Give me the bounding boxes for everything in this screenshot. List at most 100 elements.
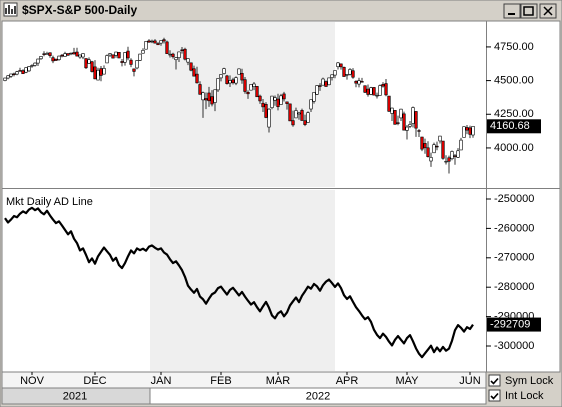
candle-body — [348, 69, 352, 75]
candle-body — [300, 110, 304, 121]
candle-body — [363, 85, 367, 93]
candle-body — [408, 124, 412, 127]
candle-body — [48, 52, 52, 56]
candle-body — [174, 57, 178, 61]
candle-body — [423, 143, 427, 149]
candle-body — [165, 41, 169, 54]
candle-body — [456, 150, 460, 158]
x-tick-label: FEB — [210, 375, 231, 387]
candle-body — [291, 120, 295, 126]
candle-body — [21, 70, 25, 75]
candle-body — [93, 66, 97, 80]
candle-body — [336, 62, 340, 68]
last-value-box — [487, 317, 541, 332]
candle-body — [285, 101, 289, 104]
candle-body — [138, 53, 142, 61]
candle-body — [441, 140, 445, 159]
candle-body — [204, 98, 208, 101]
y-tick-label: 4500.00 — [494, 74, 534, 86]
candle-body — [57, 55, 61, 61]
candle-body — [231, 79, 235, 84]
candle-body — [438, 135, 442, 142]
candle-body — [450, 151, 454, 160]
candle-body — [330, 74, 334, 78]
candle-body — [219, 74, 223, 79]
candle-body — [6, 75, 10, 79]
candle-body — [288, 103, 292, 122]
candle-body — [396, 122, 400, 124]
x-tick-label: NOV — [20, 375, 45, 387]
candle-body — [12, 73, 16, 75]
candle-body — [465, 127, 469, 131]
candle-body — [327, 77, 331, 86]
candle-body — [198, 84, 202, 95]
candle-body — [321, 78, 325, 86]
candle-body — [345, 74, 349, 76]
shaded-region — [150, 22, 335, 187]
candle-body — [249, 84, 253, 91]
candle-body — [9, 73, 13, 77]
candle-body — [384, 83, 388, 96]
candle-body — [240, 73, 244, 81]
minimize-button[interactable] — [503, 3, 521, 19]
checkbox-label[interactable]: Sym Lock — [505, 375, 554, 387]
candle-body — [126, 50, 130, 59]
shaded-region — [150, 190, 335, 371]
candle-body — [294, 110, 298, 119]
candle-body — [351, 70, 355, 78]
candle-body — [267, 108, 271, 128]
candle-body — [462, 126, 466, 138]
candle-body — [63, 53, 67, 57]
candle-body — [105, 55, 109, 64]
candle-body — [243, 79, 247, 92]
candle-body — [132, 68, 136, 72]
candle-body — [36, 58, 40, 64]
candle-body — [318, 85, 322, 87]
candle-body — [72, 52, 76, 55]
candle-body — [270, 95, 274, 108]
candle-body — [111, 54, 115, 59]
candle-body — [252, 83, 256, 87]
candle-body — [117, 52, 121, 59]
candle-body — [30, 65, 34, 67]
candle-body — [273, 97, 277, 101]
checkbox-label[interactable]: Int Lock — [505, 390, 544, 402]
checkbox[interactable] — [488, 389, 501, 402]
candle-body — [144, 41, 148, 50]
checkbox[interactable] — [488, 374, 501, 387]
candle-body — [357, 80, 361, 85]
candle-body — [78, 54, 82, 58]
candle-body — [213, 89, 217, 103]
candle-body — [279, 95, 283, 105]
candle-body — [180, 49, 184, 51]
last-value-box — [487, 119, 541, 134]
year-cell — [149, 387, 487, 405]
candle-body — [81, 53, 85, 58]
candle-body — [312, 92, 316, 102]
candle-body — [186, 58, 190, 63]
candle-body — [195, 73, 199, 84]
candle-body — [84, 58, 88, 69]
candle-body — [471, 125, 475, 136]
candle-body — [156, 43, 160, 46]
candle-body — [153, 40, 157, 44]
candle-body — [309, 99, 313, 110]
candle-body — [444, 160, 448, 163]
candle-body — [96, 69, 100, 81]
candle-body — [372, 87, 376, 96]
maximize-button[interactable] — [520, 3, 538, 19]
candle-body — [354, 80, 358, 84]
candle-body — [18, 70, 22, 72]
candle-body — [207, 92, 211, 102]
candle-body — [141, 49, 145, 54]
close-button[interactable] — [539, 3, 557, 19]
candle-body — [33, 62, 37, 66]
candle-body — [192, 68, 196, 77]
candle-body — [171, 53, 175, 58]
candle-body — [405, 126, 409, 131]
y-tick-label: -250000 — [494, 193, 534, 205]
candle-body — [51, 57, 55, 62]
candle-body — [447, 157, 451, 162]
candle-body — [15, 71, 19, 75]
